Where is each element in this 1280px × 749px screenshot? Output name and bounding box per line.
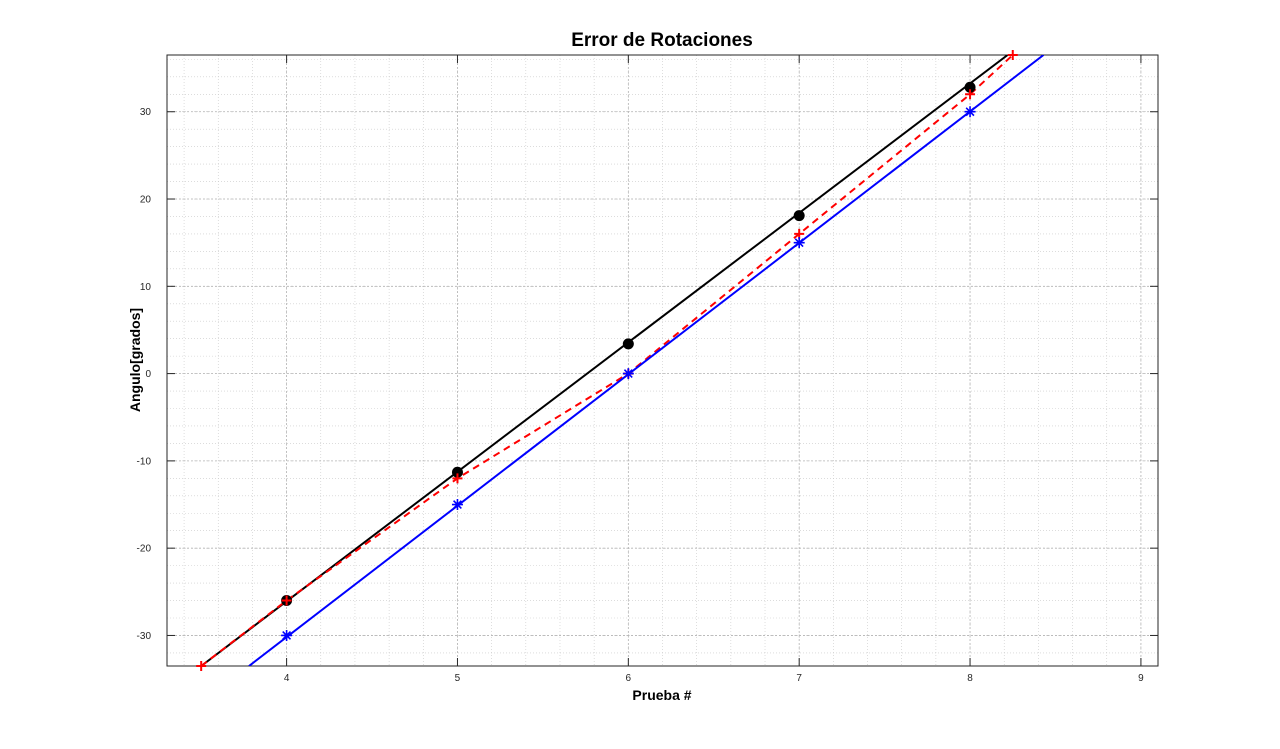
series-2-point: [196, 661, 207, 671]
x-axis-label: Prueba #: [632, 687, 691, 703]
x-tick-label: 7: [796, 673, 802, 684]
y-tick-label: 20: [140, 195, 152, 206]
series-3-point: [451, 499, 463, 511]
y-tick-label: -20: [137, 544, 152, 555]
series-3-point: [793, 237, 805, 249]
plot-area: [167, 55, 1158, 666]
major-grid: [167, 55, 1158, 666]
y-tick-label: 0: [145, 369, 151, 380]
series-3-point: [622, 368, 634, 380]
series-3-point: [281, 629, 293, 641]
y-tick-label: 10: [140, 282, 152, 293]
series-3-line: [248, 55, 1045, 666]
x-tick-label: 8: [967, 673, 973, 684]
series-1-point: [451, 466, 463, 478]
series-3-point: [964, 106, 976, 118]
axis-ticks: [167, 55, 1158, 666]
x-tick-label: 4: [284, 673, 290, 684]
series-1-point: [622, 338, 634, 350]
x-tick-label: 6: [626, 673, 632, 684]
y-tick-label: -10: [137, 456, 152, 467]
series-1-point: [964, 81, 976, 93]
series-2-point: [452, 473, 463, 484]
y-axis-label: Angulo[grados]: [127, 308, 143, 412]
x-tick-label: 9: [1138, 673, 1144, 684]
series-2-point: [965, 89, 976, 100]
x-axis-tick-labels: 4 5 6 7 8 9: [284, 673, 1144, 684]
x-tick-label: 5: [455, 673, 461, 684]
series-markers: [196, 50, 1018, 671]
series-1-point: [793, 210, 805, 222]
y-tick-label: 30: [140, 107, 152, 118]
chart-title: Error de Rotaciones: [571, 30, 753, 51]
y-tick-label: -30: [137, 631, 152, 642]
plot-frame: [166, 54, 1159, 667]
y-axis-tick-labels: -30 -20 -10 0 10 20 30: [137, 107, 152, 642]
series-2-point: [1007, 50, 1018, 60]
series-1-line: [200, 55, 1009, 666]
series-2-point: [281, 595, 292, 606]
